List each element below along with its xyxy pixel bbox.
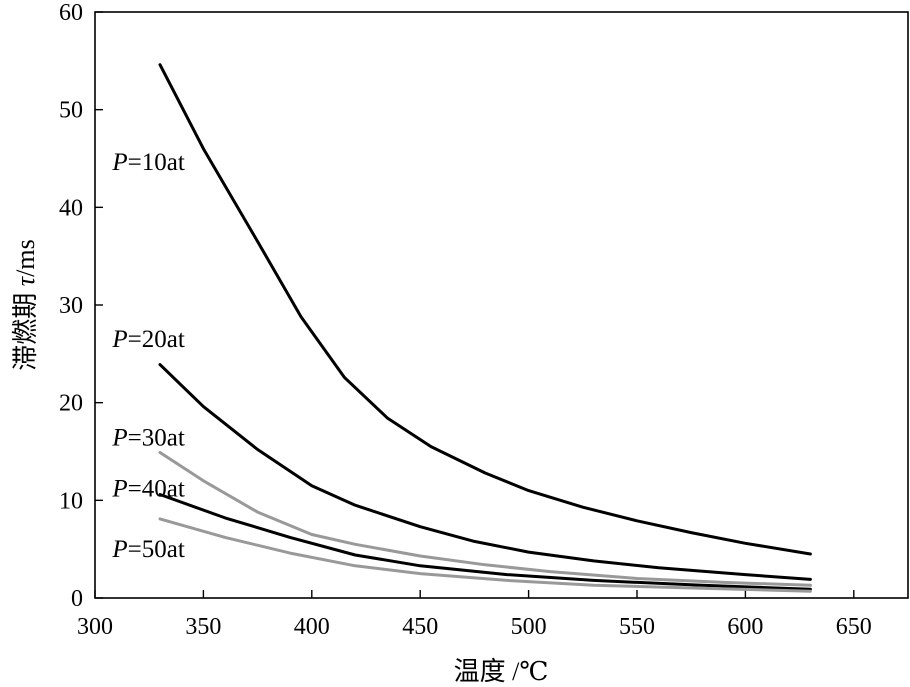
series-label-var: P (111, 425, 127, 452)
series-label-p-10at: P=10at (111, 149, 184, 176)
series-line-p-30at (158, 451, 812, 587)
y-tick-label-50: 50 (59, 98, 83, 124)
series-line-p-10at (158, 63, 812, 556)
series-line-p-40at (158, 493, 812, 591)
x-tick-labels: 300 350 400 450 500 550 600 650 (77, 614, 872, 640)
series-label-p-20at: P=20at (111, 326, 184, 353)
y-axis-title: 滞燃期 τ/ms (11, 239, 40, 370)
x-tick-label-600: 600 (727, 614, 763, 640)
y-tick-label-0: 0 (71, 586, 83, 612)
series-label-p-30at: P=30at (111, 425, 184, 452)
y-tick-labels: 0 10 20 30 40 50 60 (59, 0, 83, 612)
series-label-value: =50at (128, 536, 185, 563)
series-label-p-40at: P=40at (111, 475, 184, 502)
plot-frame (94, 11, 909, 599)
series-label-value: =40at (128, 475, 185, 502)
series-label-var: P (111, 149, 127, 176)
x-tick-label-550: 550 (619, 614, 655, 640)
y-tick-label-40: 40 (59, 195, 83, 221)
x-tick-label-500: 500 (511, 614, 547, 640)
axis-ticks (94, 11, 855, 599)
x-tick-label-450: 450 (402, 614, 438, 640)
series-line-p-20at (158, 363, 812, 581)
x-axis-title: 温度 /℃ (454, 657, 549, 686)
y-axis-title-prefix: 滞燃期 (11, 286, 40, 371)
series-label-value: =20at (128, 326, 185, 353)
x-tick-label-350: 350 (185, 614, 221, 640)
series-label-var: P (111, 326, 127, 353)
y-tick-label-20: 20 (59, 391, 83, 417)
y-tick-label-10: 10 (59, 488, 83, 514)
series-label-value: =30at (128, 425, 185, 452)
series-label-p-50at: P=50at (111, 536, 184, 563)
x-tick-label-650: 650 (836, 614, 872, 640)
y-tick-label-60: 60 (59, 0, 83, 26)
y-axis-title-suffix: /ms (11, 239, 40, 277)
x-tick-label-300: 300 (77, 614, 113, 640)
x-tick-label-400: 400 (294, 614, 330, 640)
y-tick-label-30: 30 (59, 293, 83, 319)
y-axis-title-symbol: τ (11, 275, 40, 286)
series-label-value: =10at (128, 149, 185, 176)
series-label-var: P (111, 536, 127, 563)
series-line-p-50at (158, 517, 812, 593)
series-label-var: P (111, 475, 127, 502)
series-lines (158, 63, 812, 593)
